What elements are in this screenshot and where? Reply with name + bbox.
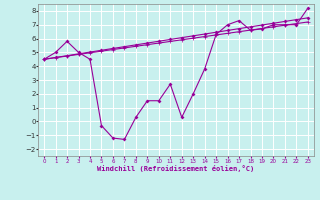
X-axis label: Windchill (Refroidissement éolien,°C): Windchill (Refroidissement éolien,°C) — [97, 165, 255, 172]
